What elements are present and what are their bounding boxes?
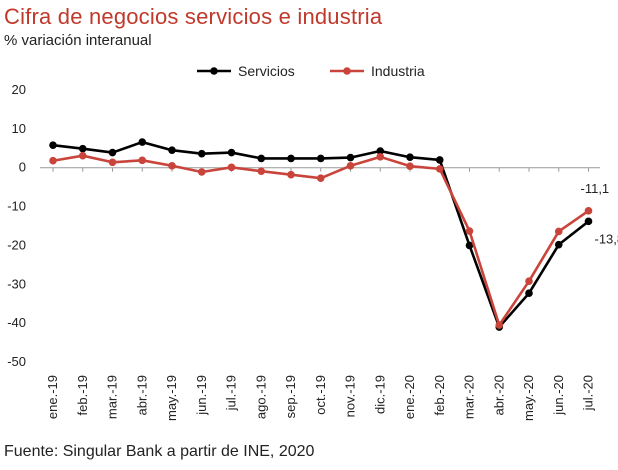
servicios-point [108,148,117,157]
servicios-point [346,153,355,162]
x-tick-label: ene.-19 [45,375,60,419]
industria-point [78,151,87,160]
legend-label: Servicios [238,63,295,79]
servicios-point [525,289,533,298]
industria-point [197,168,206,176]
industria-point [49,156,57,165]
x-tick-label: nov.-19 [343,375,358,417]
data-label: -11,1 [581,181,610,196]
servicios-point [78,144,87,153]
y-tick-label: -50 [7,354,26,369]
servicios-point [376,147,385,155]
chart-title: Cifra de negocios servicios e industria [4,4,383,29]
servicios-point [227,148,236,157]
industria-point [316,174,325,183]
x-tick-label: dic.-19 [372,375,387,414]
x-tick-label: ene.-20 [402,375,417,419]
x-tick-label: jul.-20 [581,375,596,411]
industria-point [376,153,385,161]
legend-swatch-marker [210,67,218,75]
industria-point [584,207,593,215]
y-tick-label: -20 [7,237,26,252]
legend-swatch-marker [343,67,351,75]
x-tick-label: ago.-19 [253,375,268,419]
industria-point [406,162,414,170]
servicios-point [138,138,147,146]
industria-point [346,161,355,170]
industria-point [138,156,147,165]
legend-label: Industria [371,63,425,79]
industria-point [435,165,444,173]
servicios-point [465,241,474,250]
x-tick-label: jul.-19 [224,375,239,411]
x-tick-label: abr.-19 [134,375,149,415]
chart-subtitle: % variación interanual [4,32,152,49]
x-tick-label: mar.-20 [462,375,477,419]
industria-point [168,161,176,170]
x-tick-label: mar.-19 [105,375,120,419]
y-tick-label: -40 [7,315,26,330]
y-tick-label: -30 [7,276,26,291]
x-tick-label: feb.-20 [432,375,447,415]
industria-point [287,170,295,179]
servicios-point [168,146,176,155]
industria-point [495,321,504,329]
x-tick-label: feb.-19 [75,375,90,415]
x-tick-label: may.-19 [164,375,179,421]
servicios-point [316,154,325,163]
industria-point [525,277,533,285]
data-label: -13,8 [595,231,618,246]
servicios-point [584,217,593,226]
x-tick-label: sep.-19 [283,375,298,418]
y-tick-label: 0 [19,160,26,175]
industria-point [108,158,117,167]
x-tick-label: abr.-20 [491,375,506,415]
x-tick-label: oct.-19 [313,375,328,415]
industria-point [257,167,266,176]
industria-point [465,227,474,235]
industria-point [554,227,563,236]
industria-point [227,163,236,172]
x-tick-label: jun.-20 [551,375,566,416]
servicios-point [257,154,266,163]
x-tick-label: may.-20 [521,375,536,421]
servicios-point [406,153,414,162]
servicios-point [197,149,206,158]
servicios-point [287,154,295,163]
servicios-point [49,141,57,149]
source-note: Fuente: Singular Bank a partir de INE, 2… [4,443,315,460]
servicios-point [435,156,444,164]
y-tick-label: -10 [7,199,26,214]
y-tick-label: 20 [12,82,26,97]
servicios-point [554,240,563,249]
x-tick-label: jun.-19 [194,375,209,416]
y-tick-label: 10 [12,121,26,136]
